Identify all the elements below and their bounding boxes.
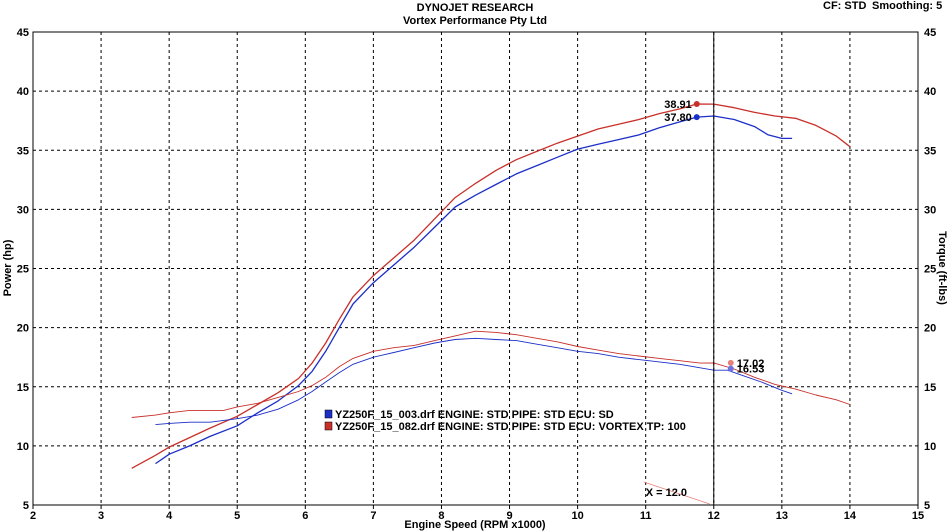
peak-label: 17.02: [737, 358, 765, 370]
chart-subtitle: Vortex Performance Pty Ltd: [402, 15, 548, 27]
x-axis-title: Engine Speed (RPM x1000): [404, 519, 546, 531]
smoothing-label: Smoothing: 5: [872, 0, 943, 12]
y-tick-label: 45: [17, 27, 29, 39]
peak-label: 16.53: [737, 364, 765, 376]
peak-marker: [727, 359, 734, 366]
y2-tick-label: 35: [924, 145, 936, 157]
x-tick-label: 5: [234, 510, 240, 522]
cursor: X = 12.0: [643, 32, 715, 505]
y2-axis-title: Torque (ft-lbs): [936, 231, 948, 305]
y2-tick-label: 5: [924, 500, 930, 512]
x-tick-label: 13: [776, 510, 788, 522]
x-tick-label: 4: [166, 510, 173, 522]
cf-label: CF: STD: [823, 0, 867, 12]
y-tick-label: 20: [17, 323, 29, 335]
legend-label: YZ250F_15_003.drf ENGINE: STD PIPE: STD …: [335, 409, 614, 421]
x-tick-label: 10: [571, 510, 583, 522]
series: [131, 103, 851, 469]
y-tick-label: 25: [17, 264, 29, 276]
peak-marker: [693, 114, 700, 121]
x-tick-label: 2: [30, 510, 36, 522]
legend-swatch: [324, 421, 333, 431]
y-tick-label: 30: [17, 204, 29, 216]
chart-title: DYNOJET RESEARCH: [416, 2, 534, 14]
y-tick-label: 15: [17, 382, 29, 394]
y-tick-label: 10: [17, 441, 29, 453]
y-tick-label: 35: [17, 145, 29, 157]
peak-label: 37.80: [664, 112, 692, 124]
y2-tick-label: 30: [924, 204, 936, 216]
peak-marker: [727, 365, 734, 372]
y2-tick-label: 45: [924, 27, 936, 39]
legend-label: YZ250F_15_082.drf ENGINE: STD PIPE: STD …: [335, 421, 686, 433]
x-tick-label: 12: [708, 510, 720, 522]
x-tick-label: 3: [98, 510, 104, 522]
y2-tick-label: 20: [924, 323, 936, 335]
torque-curve-blue: [155, 337, 793, 426]
y-axis-title: Power (hp): [2, 239, 14, 296]
cursor-pointer-line: [643, 481, 710, 505]
y-tick-label: 40: [17, 86, 29, 98]
x-tick-label: 8: [438, 510, 444, 522]
y2-tick-label: 25: [924, 264, 936, 276]
x-tick-label: 6: [302, 510, 308, 522]
y2-tick-label: 15: [924, 382, 936, 394]
legend-entry[interactable]: YZ250F_15_003.drf ENGINE: STD PIPE: STD …: [324, 409, 614, 421]
power-curve-blue: [155, 115, 793, 465]
x-tick-label: 7: [370, 510, 376, 522]
legend[interactable]: YZ250F_15_003.drf ENGINE: STD PIPE: STD …: [324, 409, 686, 433]
x-tick-label: 15: [912, 510, 924, 522]
legend-swatch: [324, 409, 333, 419]
x-tick-label: 11: [640, 510, 652, 522]
y2-tick-label: 10: [924, 441, 936, 453]
y2-tick-label: 40: [924, 86, 936, 98]
x-tick-label: 14: [844, 510, 857, 522]
x-tick-label: 9: [506, 510, 512, 522]
y-tick-label: 5: [23, 500, 29, 512]
peak-marker: [693, 101, 700, 108]
peak-label: 38.91: [664, 99, 692, 111]
grid: [33, 32, 918, 505]
plot-frame: [32, 31, 919, 506]
legend-entry[interactable]: YZ250F_15_082.drf ENGINE: STD PIPE: STD …: [324, 421, 686, 433]
torque-curve-red: [131, 330, 851, 418]
cursor-label: X = 12.0: [646, 487, 687, 499]
